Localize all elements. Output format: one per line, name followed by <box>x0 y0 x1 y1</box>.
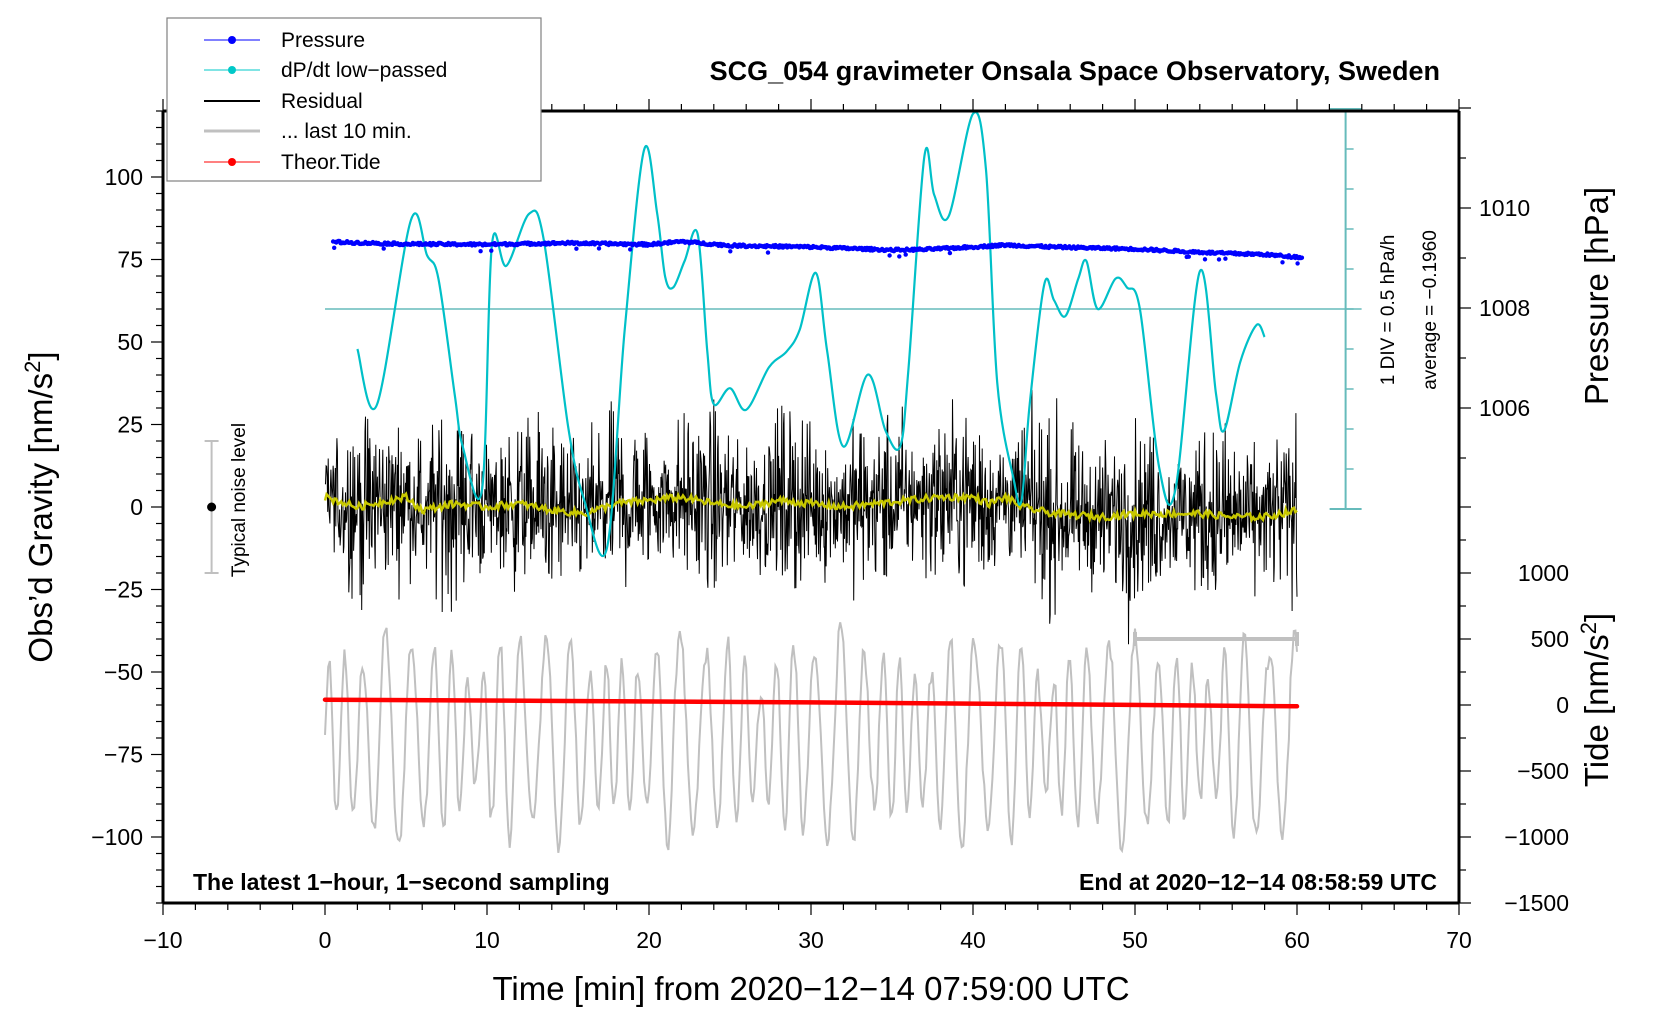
pressure-point <box>381 246 386 251</box>
y-tick-label-tide: 0 <box>1556 692 1569 718</box>
legend-label-dpdt: dP/dt low−passed <box>281 59 447 82</box>
noise-level-label: Typical noise level <box>229 423 250 577</box>
y-axis-title-gravity-close: ] <box>22 351 59 360</box>
pressure-point <box>903 252 908 257</box>
y-axis-title-gravity-sup: 2 <box>20 361 45 373</box>
y-axis-title-tide-close: ] <box>1578 613 1615 622</box>
pressure-point <box>489 248 494 253</box>
y-tick-label-gravity: 50 <box>117 329 143 355</box>
y-axis-title-gravity-main: Obs’d Gravity [nm/s <box>22 373 59 663</box>
x-tick-label: 50 <box>1122 927 1148 953</box>
pressure-series <box>330 238 1305 266</box>
y-tick-label-gravity: 100 <box>105 164 143 190</box>
dpdt-scale-div-label: 1 DIV = 0.5 hPa/h <box>1378 235 1399 386</box>
legend: Pressure dP/dt low−passed Residual ... l… <box>166 17 542 182</box>
y-tick-label-tide: −1500 <box>1504 890 1569 916</box>
x-tick-label: 40 <box>960 927 986 953</box>
legend-label-last10: ... last 10 min. <box>281 120 412 143</box>
pressure-point <box>1186 254 1192 259</box>
y-axis-title-tide: Tide [nm/s2] <box>1576 613 1615 787</box>
pressure-point <box>887 253 892 258</box>
annotation-end-time: End at 2020−12−14 08:58:59 UTC <box>1079 869 1437 895</box>
pressure-point <box>897 254 902 259</box>
y-axis-title-tide-sup: 2 <box>1576 622 1601 634</box>
y-tick-label-gravity: −100 <box>91 824 143 850</box>
legend-entry-last10: ... last 10 min. <box>204 120 412 143</box>
legend-entry-pressure: Pressure <box>204 29 365 52</box>
legend-label-tide: Theor.Tide <box>281 151 381 174</box>
pressure-point <box>332 245 337 250</box>
pressure-point <box>1216 257 1222 262</box>
y-tick-label-gravity: 25 <box>117 412 143 438</box>
legend-label-residual: Residual <box>281 90 363 113</box>
tide-series-line <box>322 697 1300 709</box>
x-tick-label: 0 <box>319 927 332 953</box>
x-tick-label: 20 <box>636 927 662 953</box>
legend-entry-dpdt: dP/dt low−passed <box>204 59 447 82</box>
legend-entry-tide: Theor.Tide <box>204 151 381 174</box>
legend-label-pressure: Pressure <box>281 29 365 52</box>
y-tick-label-pressure: 1010 <box>1479 195 1530 221</box>
pressure-point <box>1280 260 1285 265</box>
pressure-point <box>765 250 771 255</box>
residual-series-line <box>324 389 1298 645</box>
y-tick-label-pressure: 1006 <box>1479 395 1530 421</box>
legend-marker-pressure <box>228 36 236 44</box>
noise-level-dot <box>207 502 217 512</box>
y-axis-title-pressure: Pressure [hPa] <box>1578 187 1615 405</box>
y-axis-title-tide-main: Tide [nm/s <box>1578 634 1615 787</box>
dpdt-series-line <box>356 111 1266 558</box>
pressure-point <box>1295 261 1300 266</box>
legend-box <box>166 17 542 182</box>
pressure-point <box>596 246 602 251</box>
legend-marker-dpdt <box>228 66 236 74</box>
y-tick-label-tide: 1000 <box>1518 560 1569 586</box>
x-tick-label: 60 <box>1284 927 1310 953</box>
legend-marker-tide <box>228 158 236 166</box>
x-tick-label: −10 <box>143 927 182 953</box>
y-tick-label-gravity: 0 <box>130 494 143 520</box>
y-tick-label-tide: −1000 <box>1504 824 1569 850</box>
x-tick-label: 10 <box>474 927 500 953</box>
pressure-point <box>728 249 733 254</box>
last10-series-line <box>324 622 1298 854</box>
pressure-point <box>574 246 579 251</box>
pressure-point <box>947 250 953 256</box>
pressure-point <box>1223 256 1228 261</box>
x-tick-label: 70 <box>1446 927 1472 953</box>
chart-title: SCG_054 gravimeter Onsala Space Observat… <box>710 56 1440 86</box>
legend-entry-residual: Residual <box>204 90 363 113</box>
y-tick-label-gravity: −25 <box>104 577 143 603</box>
residual-lowpass-line <box>323 491 1298 524</box>
pressure-point <box>1299 255 1305 260</box>
pressure-point <box>478 249 483 254</box>
x-tick-label: 30 <box>798 927 824 953</box>
y-tick-label-gravity: −75 <box>104 742 143 768</box>
y-tick-label-tide: −500 <box>1517 758 1569 784</box>
y-tick-label-gravity: −50 <box>104 659 143 685</box>
pressure-point <box>1202 257 1208 262</box>
y-tick-label-gravity: 75 <box>117 247 143 273</box>
y-axis-title-gravity: Obs’d Gravity [nm/s2] <box>20 351 59 662</box>
y-tick-label-tide: 500 <box>1531 626 1569 652</box>
x-axis-title: Time [min] from 2020−12−14 07:59:00 UTC <box>492 970 1129 1007</box>
y-tick-label-pressure: 1008 <box>1479 295 1530 321</box>
annotation-sampling: The latest 1−hour, 1−second sampling <box>193 869 610 895</box>
dpdt-scale-average-label: average = −0.1960 <box>1420 230 1441 390</box>
pressure-point <box>628 247 633 252</box>
